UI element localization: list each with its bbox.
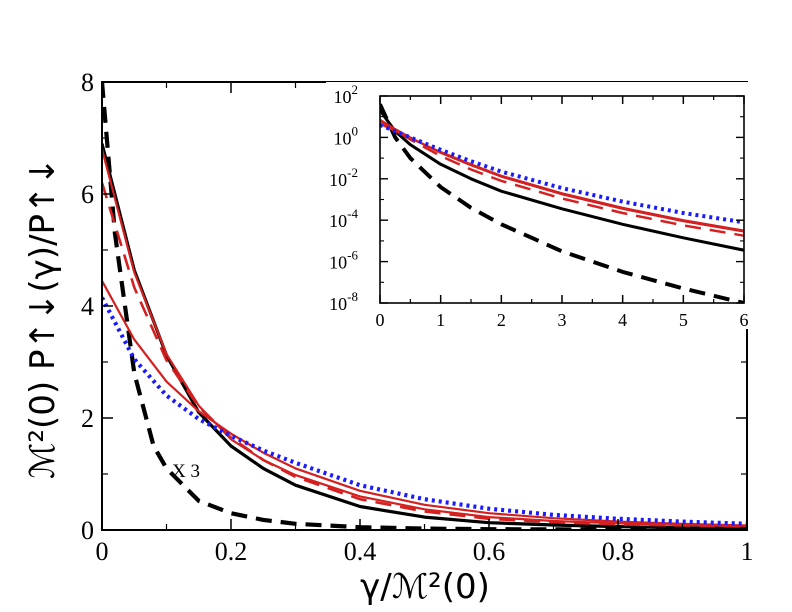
main-y-tick-label: 8: [81, 68, 94, 97]
main-x-tick-label: 0.2: [215, 537, 248, 566]
inset-plot-lines: [380, 103, 744, 303]
inset-x-tick-label: 5: [679, 310, 688, 330]
inset-series-red-solid-lower: [380, 122, 744, 232]
main-x-tick-label: 0: [96, 537, 109, 566]
x-axis-label: γ/ℳ²(0): [360, 567, 490, 607]
main-x-tick-label: 0.8: [602, 537, 635, 566]
main-series-blue-dotted: [102, 296, 747, 526]
main-series-red-solid-lower: [102, 280, 747, 527]
main-x-tick-label: 1: [741, 537, 754, 566]
main-plot-lines: [102, 82, 747, 530]
inset-x-tick-label: 1: [436, 310, 445, 330]
main-y-tick-label: 6: [81, 180, 94, 209]
inset-series-black-dashed: [380, 103, 744, 303]
main-x-tick-label: 0.6: [473, 537, 506, 566]
inset-x-tick-label: 0: [376, 310, 385, 330]
inset-series-blue-dotted: [380, 123, 744, 225]
inset-x-tick-label: 4: [618, 310, 627, 330]
main-x-tick-label: 0.4: [344, 537, 377, 566]
main-series-red-dashed: [102, 182, 747, 528]
y-axis-label: ℳ²(0) P↑↓(γ)/P↑↓: [23, 157, 63, 479]
inset-x-tick-label: 2: [497, 310, 506, 330]
inset-background: [326, 82, 752, 329]
inset-x-tick-label: 3: [558, 310, 567, 330]
main-y-tick-label: 0: [81, 516, 94, 545]
main-series-black-dashed: [102, 82, 747, 530]
inset-x-tick-label: 6: [740, 310, 749, 330]
main-y-tick-label: 2: [81, 404, 94, 433]
inset-backdrop: [326, 82, 752, 329]
main-y-tick-label: 4: [81, 292, 94, 321]
main-series-red-solid-upper: [102, 148, 747, 528]
inset-series-black-solid: [380, 109, 744, 252]
x3-annotation: X 3: [172, 461, 200, 482]
